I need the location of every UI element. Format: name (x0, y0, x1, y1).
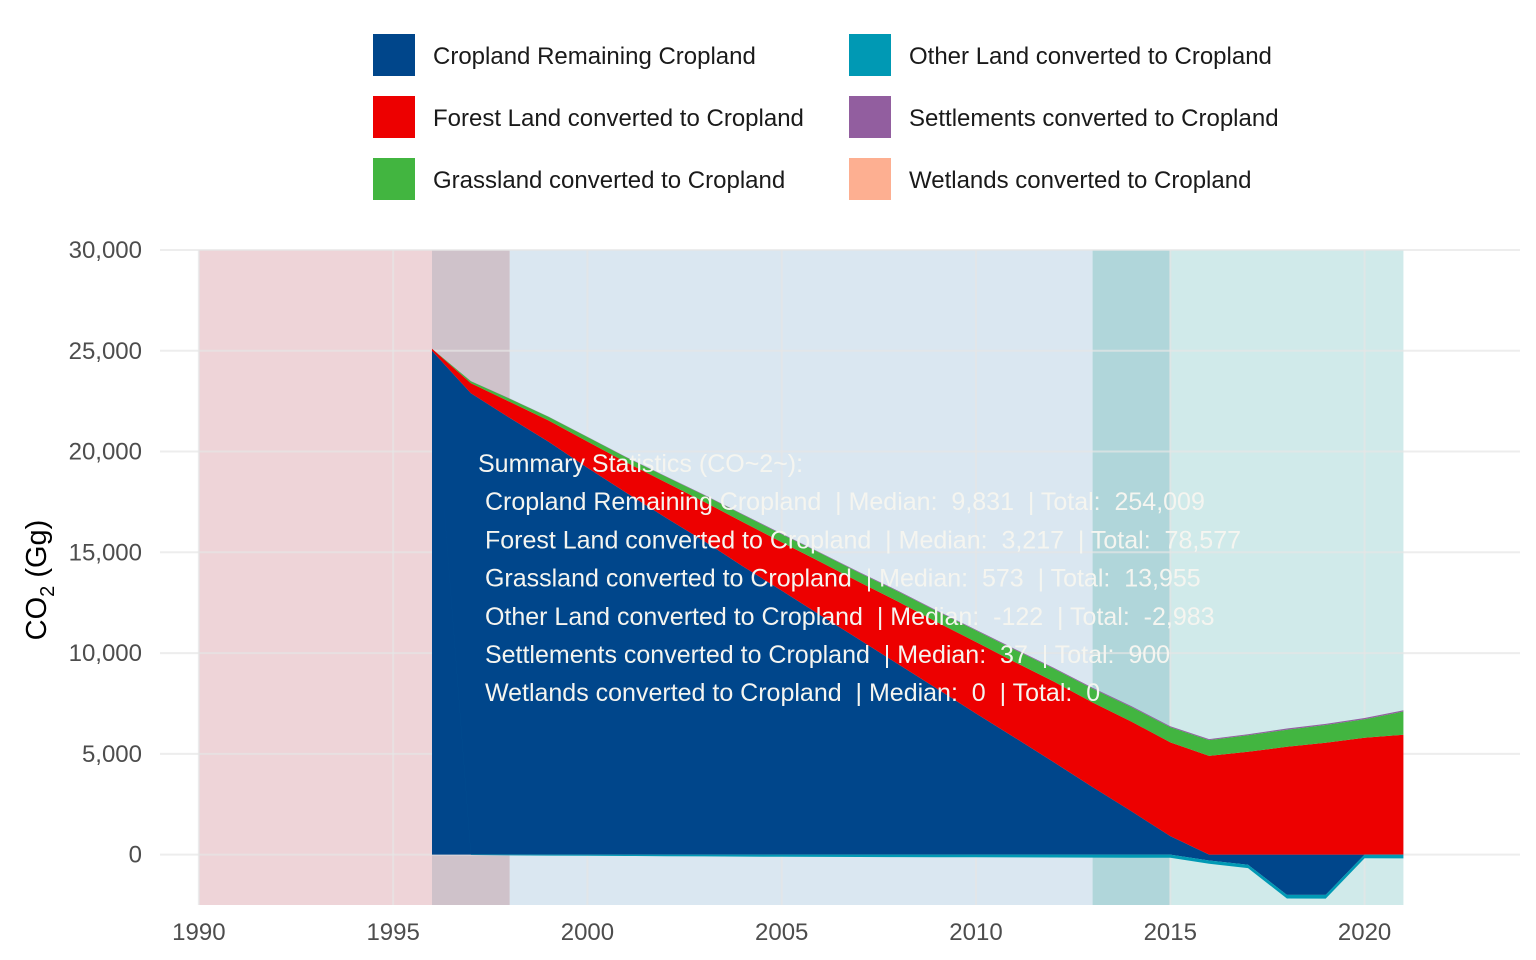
y-tick-label: 30,000 (69, 237, 142, 264)
y-tick-label: 0 (129, 842, 142, 869)
y-tick-label: 15,000 (69, 539, 142, 566)
y-axis-label: CO2 (Gg) (21, 520, 59, 641)
background-band-0 (198, 250, 432, 905)
legend-label: Cropland Remaining Cropland (433, 43, 756, 70)
x-tick-label: 2000 (561, 919, 614, 946)
legend-swatch (849, 34, 891, 76)
legend: Cropland Remaining Cropland Forest Land c… (373, 34, 1279, 200)
x-tick-label: 2005 (755, 919, 808, 946)
summary-line: Summary Statistics (CO~2~): (478, 450, 803, 478)
summary-line: Other Land converted to Cropland | Media… (478, 603, 1215, 631)
summary-line: Grassland converted to Cropland | Median… (478, 565, 1201, 593)
legend-label: Settlements converted to Cropland (909, 105, 1279, 132)
legend-swatch (373, 96, 415, 138)
y-tick-label: 25,000 (69, 338, 142, 365)
x-tick-label: 1990 (172, 919, 225, 946)
summary-statistics: Summary Statistics (CO~2~): Cropland Rem… (478, 450, 1241, 707)
x-tick-label: 2015 (1144, 919, 1197, 946)
stacked-areas (432, 348, 1404, 899)
legend-swatch (849, 158, 891, 200)
summary-line: Settlements converted to Cropland | Medi… (478, 641, 1170, 669)
y-axis-label-suffix: (Gg) (21, 520, 53, 586)
y-axis: 0 5,000 10,000 15,000 20,000 25,000 30,000 (69, 237, 142, 869)
x-tick-label: 2020 (1338, 919, 1391, 946)
legend-label: Other Land converted to Cropland (909, 43, 1272, 70)
area-series-0 (432, 350, 1404, 895)
legend-swatch (849, 96, 891, 138)
summary-line: Wetlands converted to Cropland | Median:… (478, 679, 1100, 707)
y-tick-label: 10,000 (69, 640, 142, 667)
x-axis: 1990 1995 2000 2005 2010 2015 2020 (172, 919, 1391, 946)
summary-line: Forest Land converted to Cropland | Medi… (478, 526, 1241, 554)
y-tick-label: 5,000 (82, 741, 142, 768)
legend-swatch (373, 34, 415, 76)
legend-label: Forest Land converted to Cropland (433, 105, 804, 132)
legend-label: Wetlands converted to Cropland (909, 167, 1251, 194)
summary-line: Cropland Remaining Cropland | Median: 9,… (478, 488, 1205, 516)
legend-label: Grassland converted to Cropland (433, 167, 785, 194)
x-tick-label: 1995 (366, 919, 419, 946)
legend-swatch (373, 158, 415, 200)
area-series-1 (432, 348, 1404, 855)
y-tick-label: 20,000 (69, 439, 142, 466)
y-axis-label-subscript: 2 (37, 586, 59, 597)
x-tick-label: 2010 (949, 919, 1002, 946)
y-axis-label-main: CO (21, 597, 53, 641)
